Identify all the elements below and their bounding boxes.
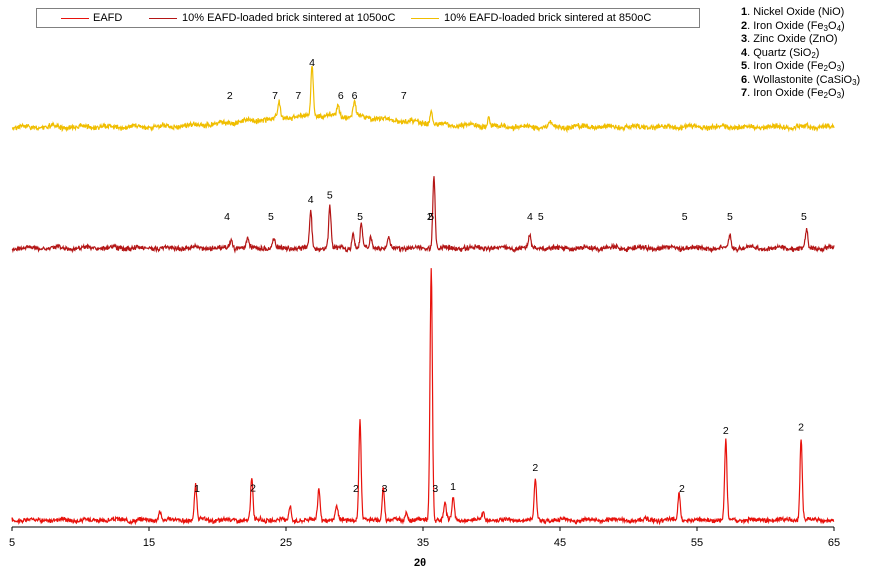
series-line [11, 268, 835, 526]
series-traces [11, 65, 835, 526]
phase-legend-item: 6. Wollastonite (CaSiO3) [741, 73, 861, 87]
x-tick-label: 65 [828, 537, 840, 549]
phase-legend-item: 3. Zinc Oxide (ZnO) [741, 33, 838, 45]
peak-label: 5 [428, 211, 434, 223]
x-tick-label: 15 [143, 537, 155, 549]
legend-swatch-850 [411, 18, 439, 19]
peak-label: 5 [357, 211, 363, 223]
peak-label: 2 [250, 483, 256, 495]
peak-label: 4 [527, 211, 533, 223]
peak-label: 6 [338, 90, 344, 102]
x-tick-label: 5 [9, 537, 15, 549]
peak-label: 2 [427, 211, 433, 223]
peak-label: 6 [352, 90, 358, 102]
x-tick-label: 35 [417, 537, 429, 549]
peak-label: 2 [227, 90, 233, 102]
legend-label-1050: 10% EAFD-loaded brick sintered at 1050oC [182, 12, 396, 24]
x-tick-label: 55 [691, 537, 703, 549]
peak-label: 5 [801, 211, 807, 223]
peak-label: 5 [268, 211, 274, 223]
series-line [11, 176, 835, 254]
peak-label: 5 [538, 211, 544, 223]
phase-legend-item: 1. Nickel Oxide (NiO) [741, 6, 845, 18]
legend-swatch-eafd [61, 18, 89, 19]
peak-label: 7 [272, 90, 278, 102]
x-axis-title: 2θ [414, 557, 426, 567]
peak-label: 2 [679, 483, 685, 495]
legend-label-850: 10% EAFD-loaded brick sintered at 850oC [444, 12, 652, 24]
peak-label: 7 [295, 90, 301, 102]
peak-label: 3 [432, 483, 438, 495]
phase-legend: 1. Nickel Oxide (NiO) 2. Iron Oxide (Fe3O… [741, 6, 860, 101]
peak-label: 5 [727, 211, 733, 223]
phase-legend-item: 7. Iron Oxide (Fe2O3) [741, 87, 845, 100]
peak-label: 5 [327, 189, 333, 201]
peak-label: 1 [450, 481, 456, 493]
peak-label: 2 [723, 425, 729, 437]
peak-label: 7 [401, 90, 407, 102]
peak-label: 2 [798, 421, 804, 433]
legend-label-eafd: EAFD [93, 12, 123, 24]
peak-label: 3 [382, 483, 388, 495]
series-line [11, 65, 835, 134]
x-tick-label: 45 [554, 537, 566, 549]
peak-label: 4 [308, 194, 314, 206]
x-tick-label: 25 [280, 537, 292, 549]
peak-label: 2 [532, 462, 538, 474]
series-legend: EAFD 10% EAFD-loaded brick sintered at 1… [36, 8, 700, 28]
peak-label: 4 [309, 57, 315, 69]
peak-label: 2 [353, 483, 359, 495]
peak-label: 1 [194, 483, 200, 495]
phase-legend-item: 4. Quartz (SiO2) [741, 46, 820, 60]
phase-legend-item: 2. Iron Oxide (Fe3O4) [741, 19, 845, 33]
legend-swatch-1050 [149, 18, 177, 19]
peak-label: 5 [682, 211, 688, 223]
x-axis: 5 15 25 35 45 55 65 [9, 526, 840, 549]
peak-label: 4 [224, 211, 230, 223]
phase-legend-item: 5. Iron Oxide (Fe2O3) [741, 60, 845, 73]
